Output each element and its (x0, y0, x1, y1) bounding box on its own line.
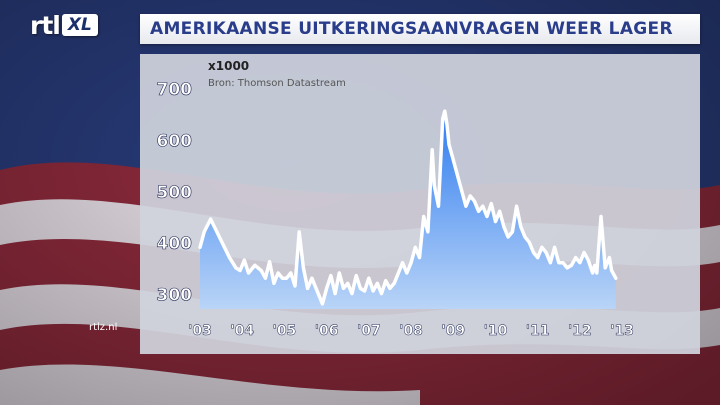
y-tick-label: 500 (157, 183, 193, 203)
x-tick-label: '12 (568, 323, 592, 339)
watermark: rtlz.nl (89, 322, 118, 333)
series-line (198, 109, 618, 306)
x-tick-label: '08 (399, 323, 423, 339)
source-label: Bron: Thomson Datastream (208, 78, 346, 89)
x-tick-label: '09 (441, 323, 465, 339)
x-tick-label: '10 (484, 323, 508, 339)
chart-panel: 300 400 500 600 700 '03 '04 '05 '06 '07 '08 '09 '10 '… (140, 54, 700, 354)
rtl-xl-logo: rtl XL (30, 10, 98, 40)
x-tick-label: '07 (357, 323, 381, 339)
x-tick-label: '13 (610, 323, 634, 339)
logo-rtl-text: rtl (30, 10, 61, 40)
x-tick-label: '11 (526, 323, 550, 339)
x-tick-label: '03 (188, 323, 212, 339)
logo-xl-badge: XL (61, 14, 98, 36)
unit-label: x1000 (208, 59, 249, 73)
y-tick-label: 400 (157, 234, 193, 254)
y-tick-label: 700 (157, 80, 193, 100)
x-tick-label: '04 (230, 323, 254, 339)
headline-bar: AMERIKAANSE UITKERINGSAANVRAGEN WEER LAG… (140, 14, 700, 44)
y-tick-label: 600 (157, 131, 193, 151)
x-tick-label: '05 (273, 323, 297, 339)
series-area (200, 111, 616, 309)
x-tick-label: '06 (315, 323, 339, 339)
claims-chart: 300 400 500 600 700 '03 '04 '05 '06 '07 '08 '09 '10 '… (156, 59, 634, 339)
headline-title: AMERIKAANSE UITKERINGSAANVRAGEN WEER LAG… (150, 19, 673, 39)
y-tick-label: 300 (157, 286, 193, 306)
